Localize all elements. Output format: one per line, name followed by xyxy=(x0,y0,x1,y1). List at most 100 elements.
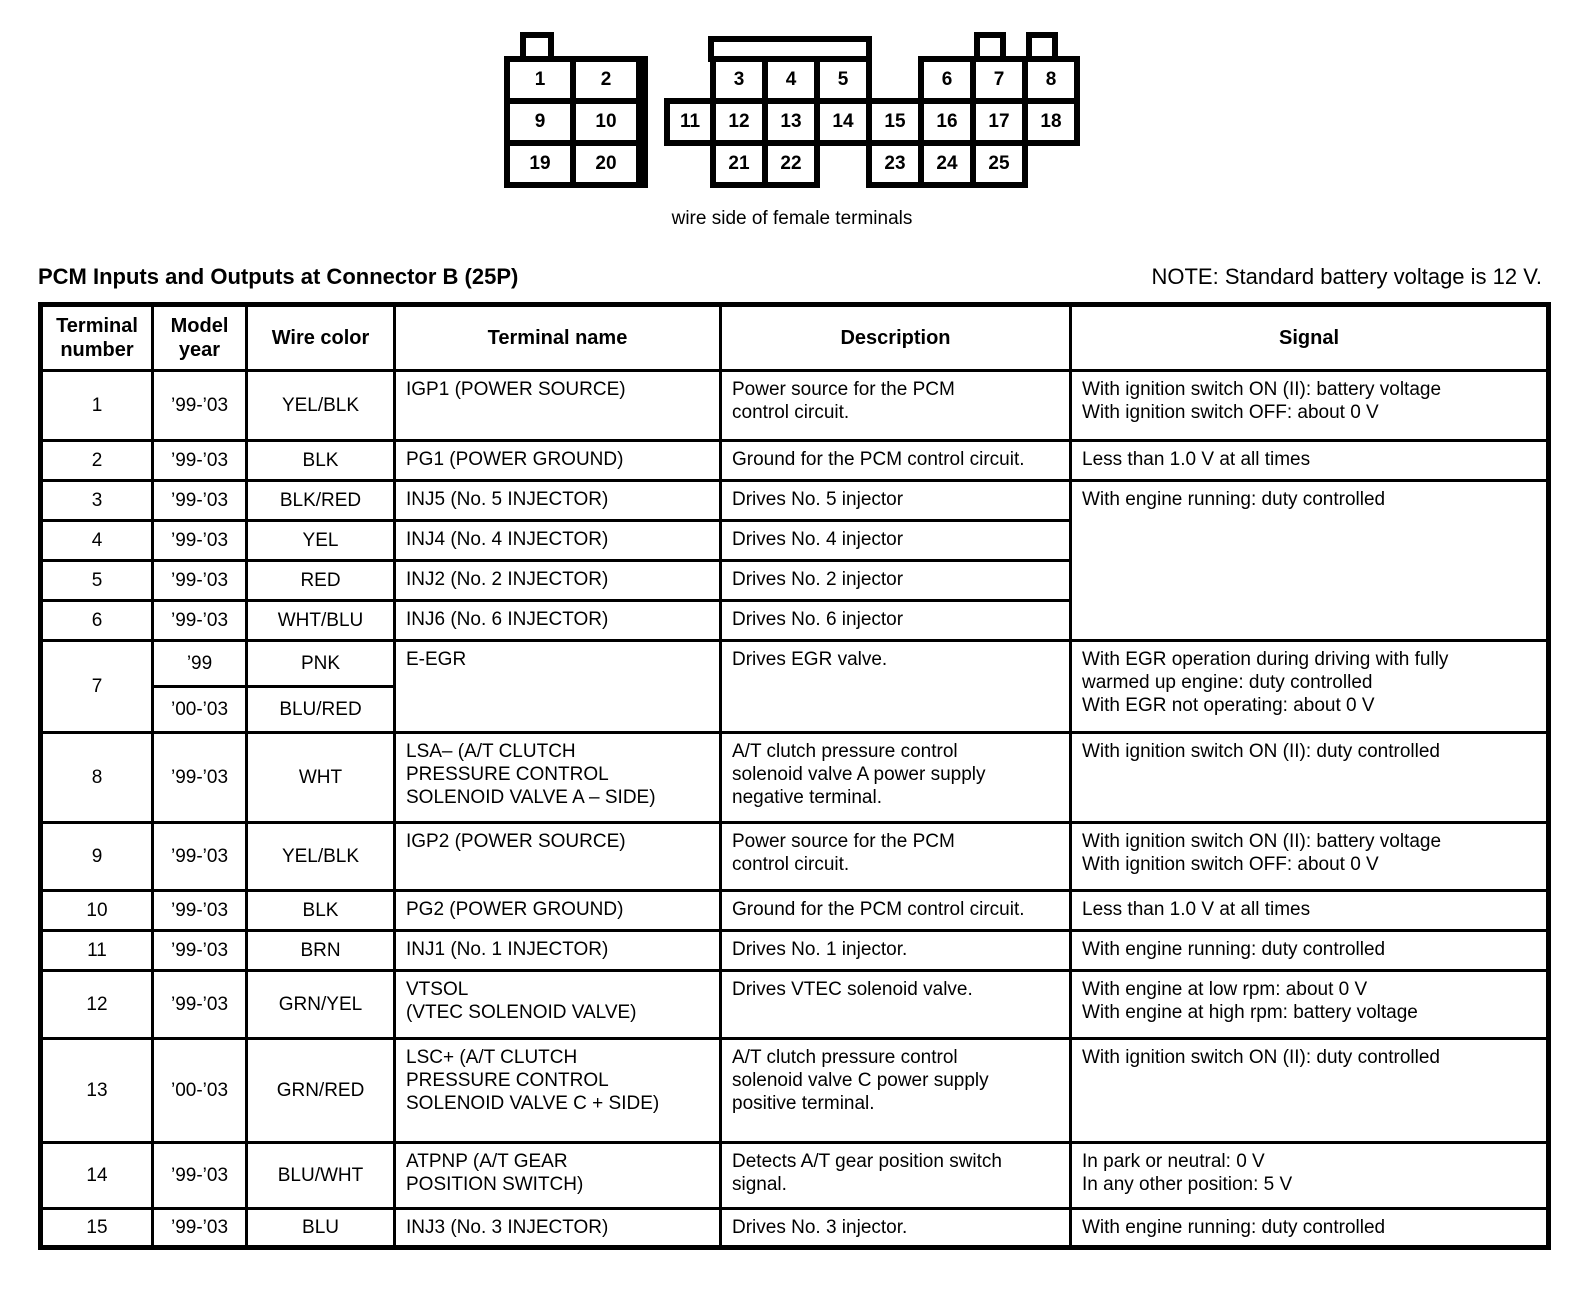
cell-model-year: ’99-’03 xyxy=(151,889,248,932)
cell-wire-color: YEL/BLK xyxy=(245,369,396,442)
cell-terminal-name: LSC+ (A/T CLUTCH PRESSURE CONTROL SOLENO… xyxy=(393,1037,722,1144)
cell-description: Drives No. 6 injector xyxy=(719,599,1072,642)
cell-model-year: ’99-’03 xyxy=(151,821,248,892)
cell-terminal-name: IGP1 (POWER SOURCE) xyxy=(393,369,722,442)
cell-terminal-number: 6 xyxy=(39,599,154,642)
table-row: 11’99-’03 BRN INJ1 (No. 1 INJECTOR) Drives … xyxy=(39,929,1550,972)
connector-pin-3: 3 xyxy=(710,56,768,104)
connector-block-right: 6 7 8 15 16 17 18 23 24 25 xyxy=(866,56,1080,188)
connector-pin-4: 4 xyxy=(762,56,820,104)
cell-terminal-name: INJ3 (No. 3 INJECTOR) xyxy=(393,1206,722,1250)
connector-pin-14: 14 xyxy=(814,98,872,146)
connector-pin-24: 24 xyxy=(918,140,976,188)
connector-pin-23: 23 xyxy=(866,140,924,188)
cell-terminal-number: 12 xyxy=(39,969,154,1040)
table-row: 7’99 PNK E-EGR Drives EGR valve. With EGR op… xyxy=(39,639,1550,734)
cell-terminal-name: INJ1 (No. 1 INJECTOR) xyxy=(393,929,722,972)
cell-model-year: ’99 xyxy=(151,639,248,688)
cell-terminal-name: INJ4 (No. 4 INJECTOR) xyxy=(393,519,722,562)
cell-terminal-number: 11 xyxy=(39,929,154,972)
cell-terminal-number: 7 xyxy=(39,639,154,734)
cell-wire-color: BLU/RED xyxy=(245,685,396,734)
connector-block-left: 1 2 9 10 19 20 xyxy=(504,56,648,188)
cell-model-year: ’99-’03 xyxy=(151,559,248,602)
connector-pin-21: 21 xyxy=(710,140,768,188)
connector-pin-8: 8 xyxy=(1022,56,1080,104)
cell-terminal-number: 13 xyxy=(39,1037,154,1144)
cell-description: Power source for the PCM control circuit… xyxy=(719,821,1072,892)
cell-model-year: ’99-’03 xyxy=(151,1141,248,1210)
connector-pin-18: 18 xyxy=(1022,98,1080,146)
cell-description: Power source for the PCM control circuit… xyxy=(719,369,1072,442)
table-row: 8’99-’03 WHT LSA– (A/T CLUTCH PRESSURE CON… xyxy=(39,731,1550,824)
cell-terminal-name: ATPNP (A/T GEAR POSITION SWITCH) xyxy=(393,1141,722,1210)
table-row: 13’00-’03 GRN/RED LSC+ (A/T CLUTCH PRESSUR… xyxy=(39,1037,1550,1144)
connector-gap xyxy=(1025,143,1077,185)
cell-wire-color: YEL/BLK xyxy=(245,821,396,892)
cell-signal: With ignition switch ON (II): duty contr… xyxy=(1069,1037,1550,1144)
connector-gap xyxy=(817,143,869,185)
connector-block-middle: 3 4 5 11 12 13 14 21 22 xyxy=(664,56,872,188)
cell-terminal-number: 4 xyxy=(39,519,154,562)
cell-wire-color: BRN xyxy=(245,929,396,972)
cell-model-year: ’99-’03 xyxy=(151,929,248,972)
cell-terminal-number: 15 xyxy=(39,1206,154,1250)
cell-signal: With EGR operation during driving with f… xyxy=(1069,639,1550,734)
connector-pin-7: 7 xyxy=(970,56,1028,104)
table-row: 14’99-’03 BLU/WHT ATPNP (A/T GEAR POSITION… xyxy=(39,1141,1550,1210)
table-row: 15’99-’03 BLU INJ3 (No. 3 INJECTOR) Drives … xyxy=(39,1206,1550,1250)
cell-terminal-name: PG1 (POWER GROUND) xyxy=(393,439,722,482)
cell-wire-color: BLK xyxy=(245,889,396,932)
cell-terminal-name: LSA– (A/T CLUTCH PRESSURE CONTROL SOLENO… xyxy=(393,731,722,824)
cell-terminal-number: 10 xyxy=(39,889,154,932)
page-title: PCM Inputs and Outputs at Connector B (2… xyxy=(38,264,519,289)
cell-terminal-name: INJ6 (No. 6 INJECTOR) xyxy=(393,599,722,642)
connector-pin-16: 16 xyxy=(918,98,976,146)
connector-gap xyxy=(869,59,921,101)
cell-wire-color: BLK/RED xyxy=(245,479,396,522)
connector-pin-1: 1 xyxy=(504,56,576,104)
cell-wire-color: BLU xyxy=(245,1206,396,1250)
connector-pin-12: 12 xyxy=(710,98,768,146)
cell-description: A/T clutch pressure control solenoid val… xyxy=(719,731,1072,824)
connector-pin-19: 19 xyxy=(504,140,576,188)
connector-pin-20: 20 xyxy=(570,140,648,188)
column-header: Signal xyxy=(1069,303,1550,372)
cell-description: Ground for the PCM control circuit. xyxy=(719,889,1072,932)
connector-pin-22: 22 xyxy=(762,140,820,188)
cell-wire-color: BLU/WHT xyxy=(245,1141,396,1210)
cell-description: Drives No. 5 injector xyxy=(719,479,1072,522)
connector-diagram: 1 2 9 10 19 20 3 4 5 11 12 13 14 21 22 6 7 8 15 16 17 18 23 2… xyxy=(504,26,1080,194)
cell-signal: With engine running: duty controlled xyxy=(1069,1206,1550,1250)
cell-signal: Less than 1.0 V at all times xyxy=(1069,439,1550,482)
cell-description: Drives No. 2 injector xyxy=(719,559,1072,602)
connector-caption: wire side of female terminals xyxy=(671,208,913,229)
table-row: 12’99-’03 GRN/YEL VTSOL (VTEC SOLENOID VAL… xyxy=(39,969,1550,1040)
cell-model-year: ’99-’03 xyxy=(151,599,248,642)
cell-description: Ground for the PCM control circuit. xyxy=(719,439,1072,482)
connector-gap xyxy=(667,59,713,101)
cell-wire-color: PNK xyxy=(245,639,396,688)
pinout-table: Terminal number Model year Wire color Termi… xyxy=(38,302,1551,1251)
table-row: 10’99-’03 BLK PG2 (POWER GROUND) Ground for… xyxy=(39,889,1550,932)
cell-wire-color: GRN/RED xyxy=(245,1037,396,1144)
connector-pin-5: 5 xyxy=(814,56,872,104)
cell-description: Drives VTEC solenoid valve. xyxy=(719,969,1072,1040)
cell-model-year: ’99-’03 xyxy=(151,369,248,442)
connector-pin-10: 10 xyxy=(570,98,648,146)
connector-pin-13: 13 xyxy=(762,98,820,146)
connector-gap xyxy=(667,143,713,185)
column-header: Terminal number xyxy=(39,303,154,372)
cell-model-year: ’99-’03 xyxy=(151,969,248,1040)
cell-terminal-name: INJ5 (No. 5 INJECTOR) xyxy=(393,479,722,522)
cell-model-year: ’99-’03 xyxy=(151,731,248,824)
cell-description: Drives No. 3 injector. xyxy=(719,1206,1072,1250)
title-row: PCM Inputs and Outputs at Connector B (2… xyxy=(38,264,1542,290)
cell-description: Drives EGR valve. xyxy=(719,639,1072,734)
cell-signal: Less than 1.0 V at all times xyxy=(1069,889,1550,932)
cell-terminal-name: VTSOL (VTEC SOLENOID VALVE) xyxy=(393,969,722,1040)
cell-terminal-name: INJ2 (No. 2 INJECTOR) xyxy=(393,559,722,602)
cell-model-year: ’00-’03 xyxy=(151,685,248,734)
table-row: 5’99-’03 RED INJ2 (No. 2 INJECTOR) Drives N… xyxy=(39,559,1549,602)
table-row: 1’99-’03 YEL/BLK IGP1 (POWER SOURCE) Power … xyxy=(39,369,1550,442)
